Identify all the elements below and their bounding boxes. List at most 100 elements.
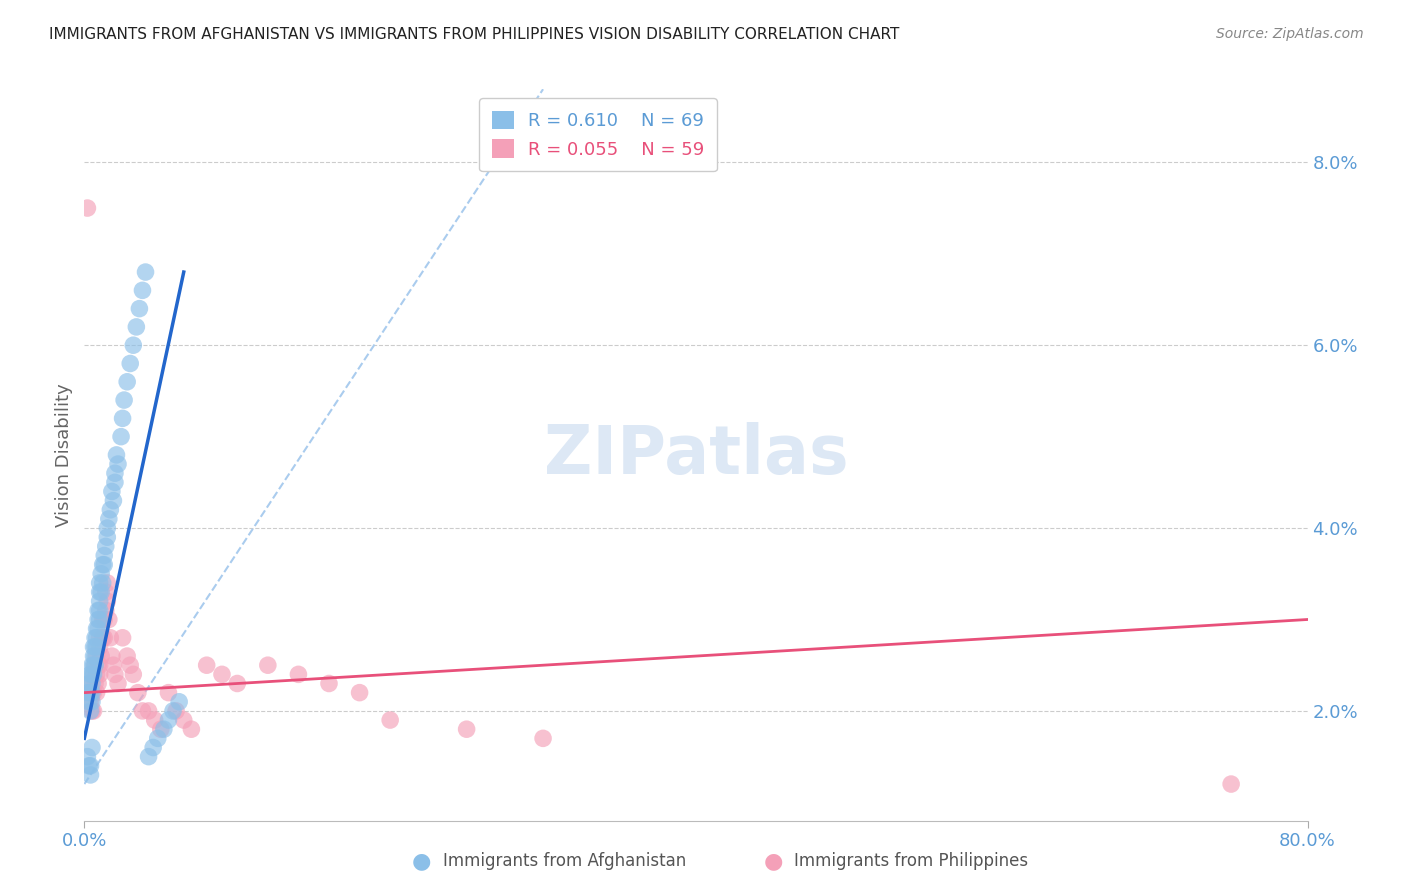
Text: Immigrants from Afghanistan: Immigrants from Afghanistan — [443, 852, 686, 870]
Point — [115, 375, 138, 389]
Point — [173, 713, 195, 727]
Point — [115, 649, 138, 664]
Point — [93, 631, 115, 645]
Point — [142, 740, 165, 755]
Point — [91, 613, 114, 627]
Point — [83, 667, 105, 681]
Point — [131, 284, 153, 298]
Point — [79, 676, 101, 690]
Point — [211, 667, 233, 681]
Point — [83, 658, 105, 673]
Point — [104, 667, 127, 681]
Point — [91, 558, 114, 572]
Point — [84, 658, 107, 673]
Point — [79, 704, 101, 718]
Point — [97, 613, 120, 627]
Point — [103, 658, 125, 673]
Point — [157, 713, 180, 727]
Point — [80, 667, 103, 681]
Point — [93, 558, 115, 572]
Point — [86, 649, 108, 664]
Point — [167, 695, 190, 709]
Point — [89, 631, 111, 645]
Point — [77, 758, 100, 772]
Point — [112, 392, 135, 407]
Text: ZIPatlas: ZIPatlas — [544, 422, 848, 488]
Point — [84, 649, 107, 664]
Point — [93, 549, 115, 563]
Point — [83, 649, 105, 664]
Point — [90, 585, 112, 599]
Point — [226, 676, 249, 690]
Point — [86, 622, 108, 636]
Point — [83, 704, 105, 718]
Point — [86, 631, 108, 645]
Text: Source: ZipAtlas.com: Source: ZipAtlas.com — [1216, 27, 1364, 41]
Point — [84, 658, 107, 673]
Point — [79, 768, 101, 782]
Point — [104, 475, 127, 490]
Point — [89, 613, 111, 627]
Point — [86, 667, 108, 681]
Point — [146, 731, 169, 746]
Y-axis label: Vision Disability: Vision Disability — [55, 383, 73, 527]
Point — [195, 658, 218, 673]
Point — [77, 695, 100, 709]
Point — [98, 502, 121, 516]
Point — [122, 338, 145, 352]
Point — [153, 723, 176, 737]
Point — [111, 631, 134, 645]
Point — [79, 695, 101, 709]
Point — [138, 704, 160, 718]
Point — [1220, 777, 1243, 791]
Point — [96, 530, 118, 544]
Point — [79, 667, 101, 681]
Point — [80, 676, 103, 690]
Point — [120, 356, 142, 371]
Point — [97, 512, 120, 526]
Point — [110, 429, 132, 443]
Point — [80, 686, 103, 700]
Text: Immigrants from Philippines: Immigrants from Philippines — [794, 852, 1029, 870]
Point — [111, 411, 134, 425]
Point — [98, 631, 121, 645]
Point — [96, 521, 118, 535]
Point — [127, 686, 149, 700]
Point — [80, 740, 103, 755]
Point — [287, 667, 309, 681]
Point — [94, 539, 117, 553]
Point — [83, 640, 105, 654]
Point — [80, 695, 103, 709]
Point — [76, 201, 98, 215]
Point — [76, 686, 98, 700]
Point — [86, 686, 108, 700]
Point — [86, 640, 108, 654]
Text: IMMIGRANTS FROM AFGHANISTAN VS IMMIGRANTS FROM PHILIPPINES VISION DISABILITY COR: IMMIGRANTS FROM AFGHANISTAN VS IMMIGRANT… — [49, 27, 900, 42]
Point — [318, 676, 340, 690]
Text: ●: ● — [763, 851, 783, 871]
Point — [89, 585, 111, 599]
Point — [83, 667, 105, 681]
Point — [80, 704, 103, 718]
Point — [349, 686, 371, 700]
Point — [157, 686, 180, 700]
Point — [94, 585, 117, 599]
Point — [380, 713, 402, 727]
Point — [77, 686, 100, 700]
Point — [143, 713, 166, 727]
Point — [89, 603, 111, 617]
Point — [79, 758, 101, 772]
Point — [94, 603, 117, 617]
Point — [76, 749, 98, 764]
Point — [91, 576, 114, 591]
Point — [125, 319, 148, 334]
Point — [89, 640, 111, 654]
Point — [83, 686, 105, 700]
Point — [104, 466, 127, 480]
Point — [135, 265, 157, 279]
Point — [120, 658, 142, 673]
Point — [107, 457, 129, 471]
Point — [101, 649, 124, 664]
Point — [77, 676, 100, 690]
Point — [101, 484, 124, 499]
